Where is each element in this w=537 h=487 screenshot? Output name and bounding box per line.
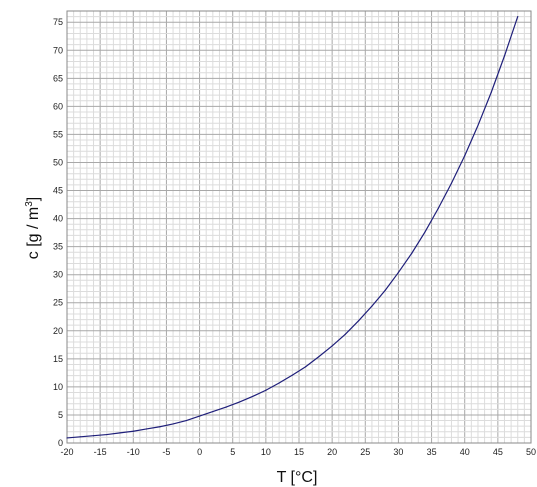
y-axis-title: c [g / m3]: [24, 197, 42, 259]
x-tick-label: -5: [162, 447, 170, 457]
series-point: [172, 423, 174, 425]
y-tick-label: 25: [53, 298, 63, 308]
y-tick-label: 65: [53, 73, 63, 83]
series-point: [132, 430, 134, 432]
series-point: [437, 207, 439, 210]
series-point: [225, 406, 227, 408]
series-point: [477, 124, 479, 127]
series-point: [66, 437, 68, 439]
series-point: [464, 155, 466, 157]
x-tick-label: 35: [427, 447, 437, 457]
x-tick-label: 10: [261, 447, 271, 457]
series-point: [384, 289, 386, 291]
series-point: [397, 271, 400, 274]
series-point: [411, 252, 413, 254]
series-point: [291, 374, 293, 376]
y-tick-label: 45: [53, 186, 63, 196]
y-tick-label: 5: [58, 410, 63, 420]
series-point: [318, 356, 320, 358]
x-tick-label: -10: [127, 447, 140, 457]
x-tick-label: 20: [327, 447, 337, 457]
y-axis-title-tail: ]: [25, 197, 42, 201]
series-point: [145, 428, 148, 430]
series-point: [490, 91, 492, 93]
plot-frame: [66, 10, 532, 444]
x-tick-label: 45: [493, 447, 503, 457]
series-point: [106, 433, 108, 436]
series-point: [252, 395, 254, 398]
series-layer: [66, 16, 519, 439]
y-tick-label: 0: [58, 438, 63, 448]
series-point: [331, 345, 333, 347]
x-tick-label: 0: [197, 447, 202, 457]
x-axis-title: T [°C]: [277, 469, 318, 486]
x-tick-label: 5: [230, 447, 235, 457]
series-point: [212, 410, 214, 413]
series-point: [344, 333, 346, 335]
x-tick-label: 40: [460, 447, 470, 457]
y-tick-label: 30: [53, 270, 63, 280]
plot-border: [66, 10, 532, 444]
x-tick-label: -20: [60, 447, 73, 457]
y-tick-label: 35: [53, 242, 63, 252]
y-tick-labels: 0 5 10 15 20 25 30 35 40 45 50 55 60 65 70 75: [53, 17, 63, 448]
series-point: [503, 55, 506, 57]
y-tick-label: 60: [53, 101, 63, 111]
x-tick-label: 50: [526, 447, 536, 457]
series-point: [424, 231, 426, 233]
series-point: [92, 435, 95, 437]
y-tick-label: 70: [53, 45, 63, 55]
series-point: [119, 432, 121, 434]
series-point: [185, 419, 187, 422]
y-tick-label: 75: [53, 17, 63, 27]
x-tick-label: -15: [94, 447, 107, 457]
x-tick-label: 30: [393, 447, 403, 457]
y-tick-label: 50: [53, 157, 63, 167]
series-point: [278, 382, 280, 384]
series-point: [358, 320, 360, 322]
x-tick-label: 15: [294, 447, 304, 457]
series-point: [265, 389, 267, 391]
y-tick-label: 10: [53, 382, 63, 392]
x-tick-label: 25: [360, 447, 370, 457]
y-axis-title-superscript: 3: [24, 201, 35, 207]
y-tick-label: 20: [53, 326, 63, 336]
series-point: [79, 436, 81, 438]
y-tick-label: 15: [53, 354, 63, 364]
y-tick-label: 55: [53, 129, 63, 139]
series-point: [159, 426, 161, 428]
series-point: [450, 182, 453, 184]
y-tick-label: 40: [53, 214, 63, 224]
series-point: [305, 366, 307, 368]
series-point: [238, 401, 240, 403]
y-axis-title-main: c [g / m: [25, 207, 42, 259]
series-point: [517, 16, 519, 18]
series-point: [198, 415, 201, 417]
series-point: [371, 305, 373, 307]
x-tick-labels: -20 -15 -10 -5 0 5 10 15 20 25 30 35 40 45 50: [60, 447, 536, 457]
